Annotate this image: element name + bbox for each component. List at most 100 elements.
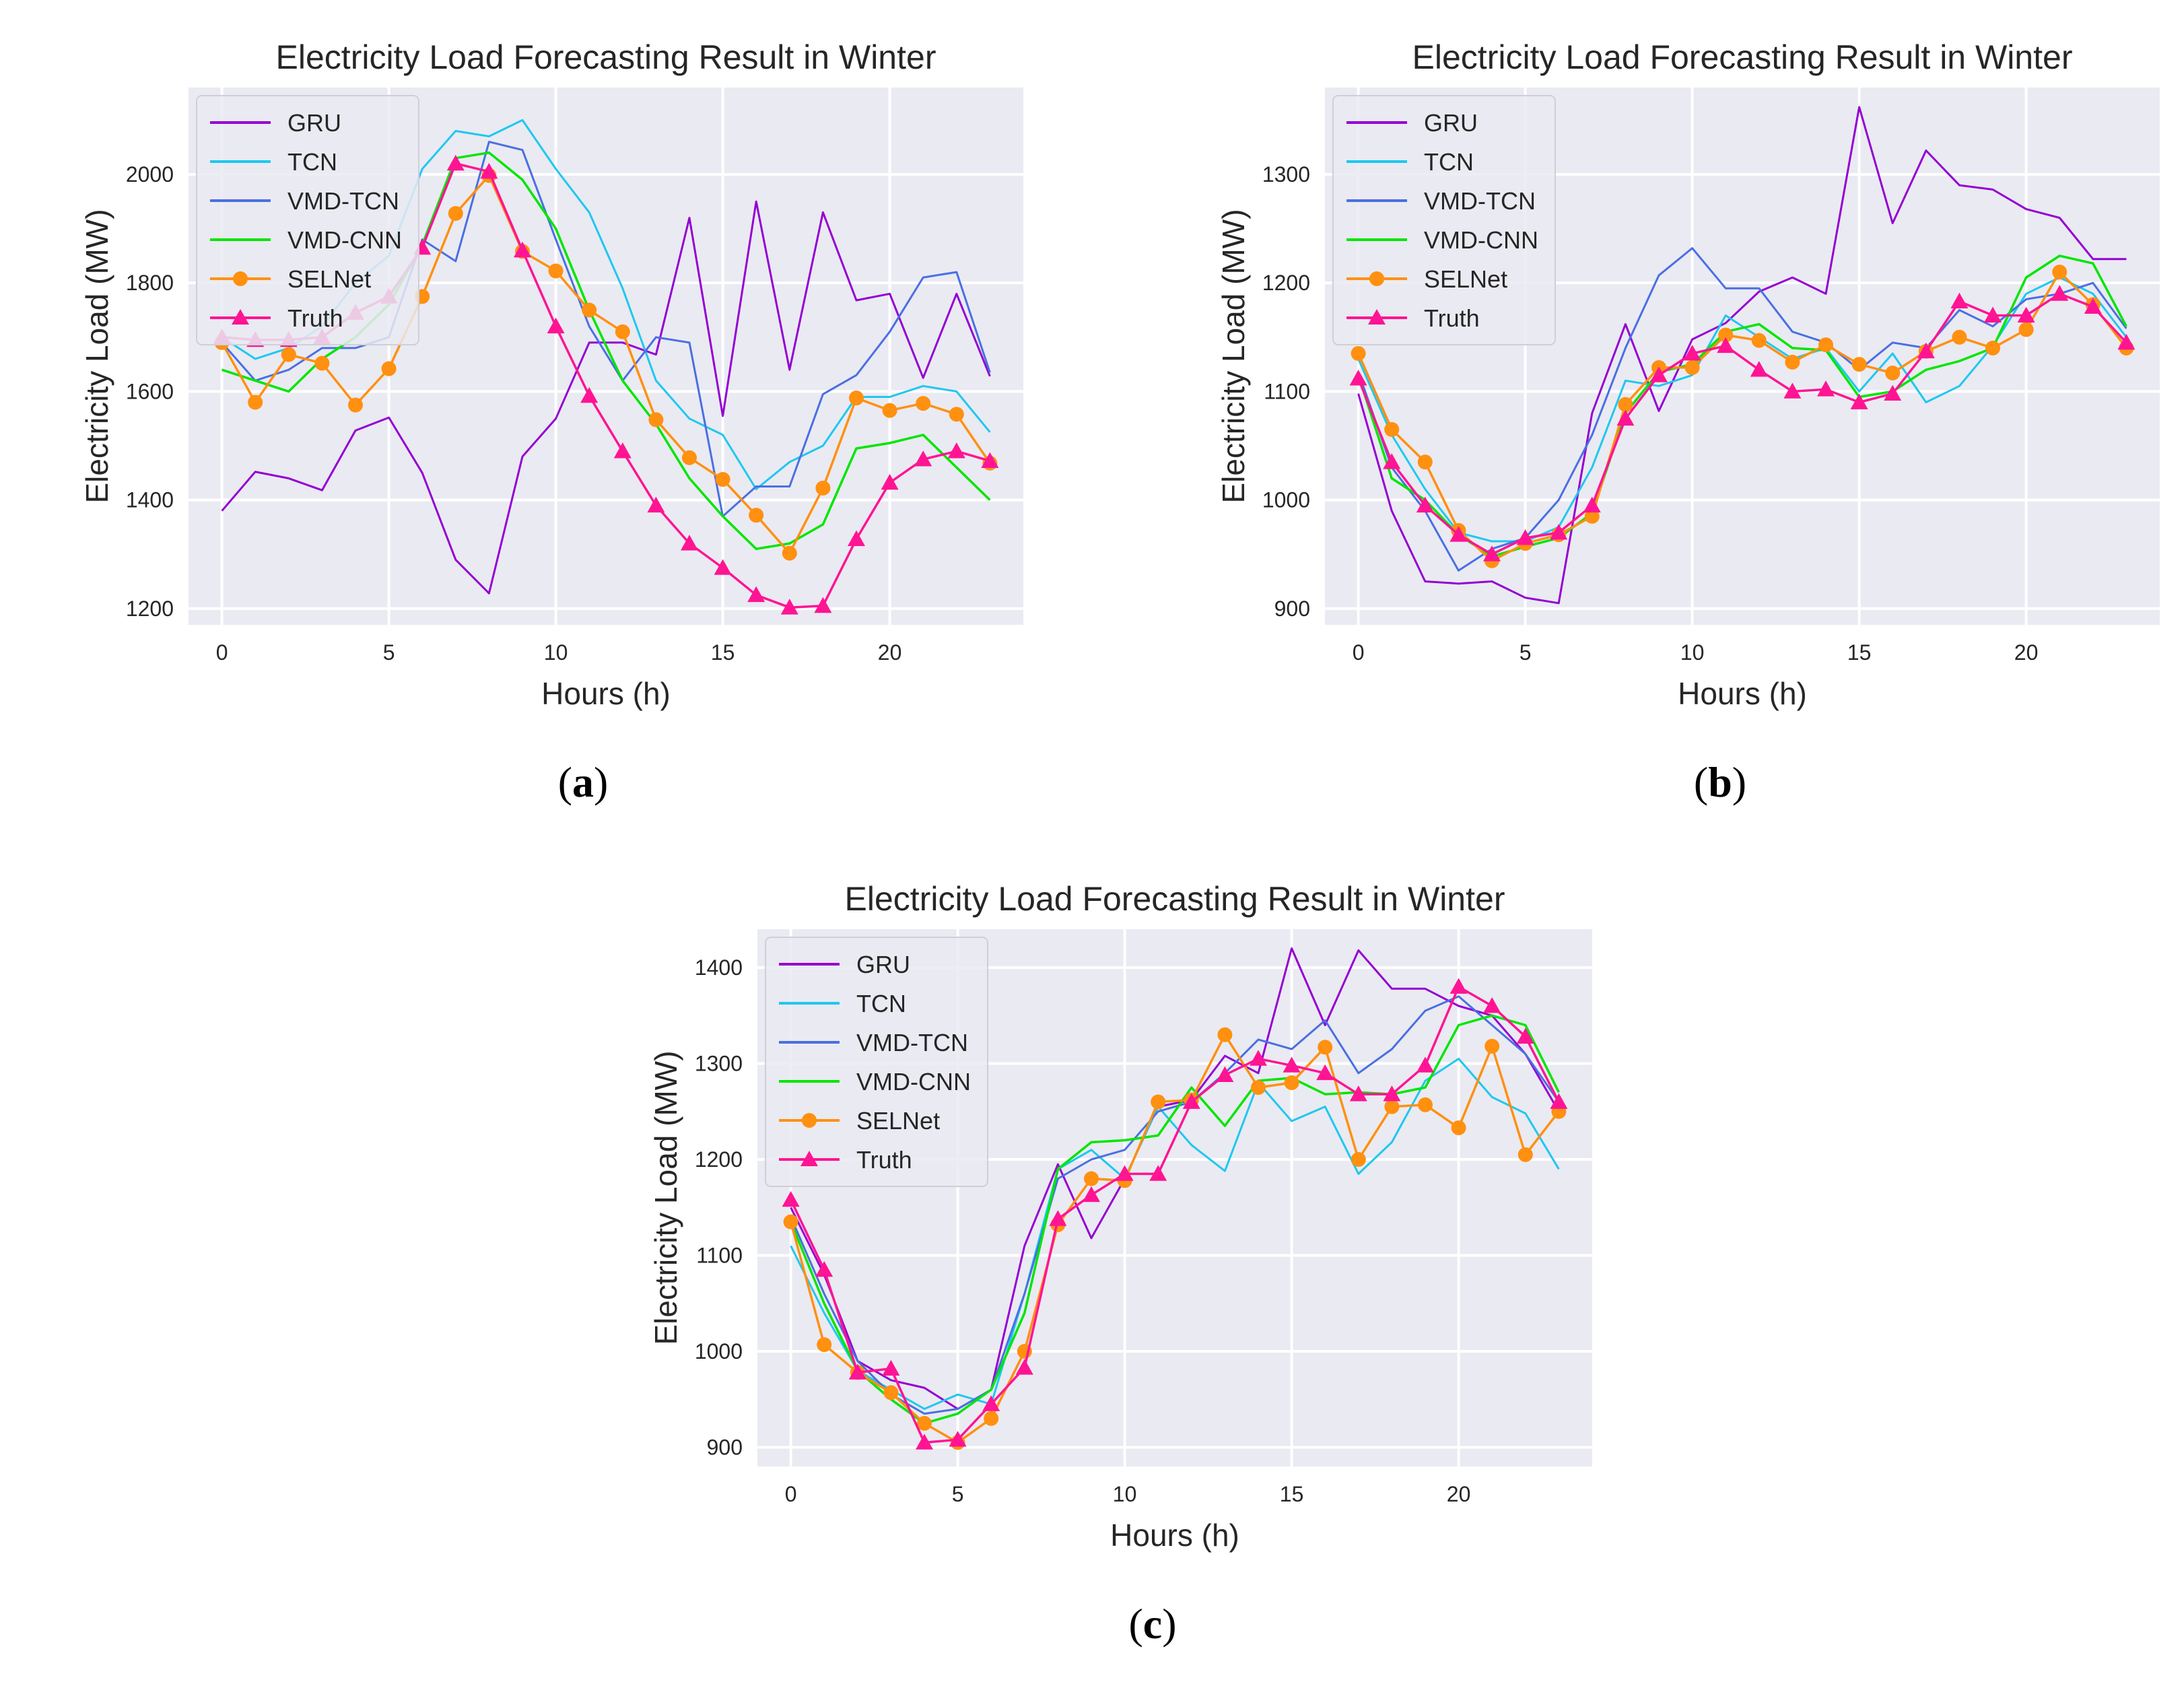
marker-truth xyxy=(1984,306,2002,323)
marker-truth xyxy=(1182,1093,1200,1109)
marker-selnet xyxy=(783,1214,798,1229)
marker-selnet xyxy=(1217,1027,1233,1042)
series-line-vmd-tcn xyxy=(790,995,1560,1415)
legend-marker xyxy=(1368,309,1386,325)
marker-truth xyxy=(1950,292,1969,308)
x-axis-label: Hours (h) xyxy=(1678,676,1807,711)
marker-selnet xyxy=(1684,360,1700,375)
y-tick-label: 1100 xyxy=(696,1244,743,1268)
y-tick-label: 1300 xyxy=(1262,162,1310,187)
legend-label-vmd-tcn: VMD-TCN xyxy=(1424,187,1536,215)
marker-truth xyxy=(1083,1186,1100,1203)
legend: GRU TCN VMD-TCN VMD-CNN SELNet Truth xyxy=(765,937,988,1187)
marker-selnet xyxy=(817,1337,832,1353)
x-tick-label: 5 xyxy=(952,1482,964,1506)
legend-label-gru: GRU xyxy=(1424,109,1478,137)
series-line-vmd-cnn xyxy=(1357,255,2127,558)
x-tick-label: 15 xyxy=(711,640,735,665)
marker-truth xyxy=(1917,342,1935,359)
marker-truth xyxy=(947,442,965,459)
x-tick-label: 0 xyxy=(1353,640,1365,665)
marker-selnet xyxy=(2052,265,2068,280)
marker-truth xyxy=(480,162,498,179)
marker-truth xyxy=(1416,496,1434,513)
series-line-truth xyxy=(1357,292,2127,555)
y-axis-label: Electricity Load (MW) xyxy=(1216,209,1251,503)
y-tick-label: 1600 xyxy=(126,379,174,403)
marker-truth xyxy=(613,442,632,459)
marker-selnet xyxy=(1485,1038,1500,1054)
legend-label-selnet: SELNet xyxy=(287,265,371,293)
marker-truth xyxy=(1216,1066,1234,1082)
chart-b: 0 5 10 15 20 900 1000 1100 1200 1300 Electricity L… xyxy=(1216,38,2160,711)
legend-label-gru: GRU xyxy=(287,109,341,137)
marker-truth xyxy=(1650,366,1668,382)
x-tick-label: 15 xyxy=(1847,640,1872,665)
marker-truth xyxy=(981,452,999,468)
marker-truth xyxy=(814,597,832,613)
marker-truth xyxy=(1550,1093,1568,1109)
marker-truth xyxy=(681,535,698,551)
marker-selnet xyxy=(849,391,864,406)
marker-truth xyxy=(1149,1165,1167,1181)
y-tick-label: 1000 xyxy=(1262,488,1310,512)
marker-selnet xyxy=(1151,1094,1166,1110)
marker-selnet xyxy=(2018,322,2034,337)
x-tick-label: 15 xyxy=(1280,1482,1304,1506)
legend-box xyxy=(1332,95,1556,345)
marker-selnet xyxy=(984,1411,999,1426)
marker-truth xyxy=(1449,978,1468,994)
caption-b: (b) xyxy=(1693,758,1747,806)
caption-a: (a) xyxy=(557,758,609,806)
marker-truth xyxy=(1015,1359,1033,1375)
marker-truth xyxy=(1516,529,1534,545)
marker-truth xyxy=(2051,285,2069,301)
marker-truth xyxy=(1349,370,1367,386)
marker-selnet xyxy=(917,1415,932,1431)
marker-selnet xyxy=(281,347,296,362)
marker-truth xyxy=(1049,1210,1067,1226)
marker-selnet xyxy=(782,545,797,561)
marker-truth xyxy=(1483,997,1501,1013)
panel-b: 0 5 10 15 20 900 1000 1100 1200 1300 Electricity L… xyxy=(1163,27,2184,741)
legend-label-selnet: SELNet xyxy=(1424,265,1507,293)
marker-truth xyxy=(647,496,665,513)
marker-truth xyxy=(1550,523,1568,540)
marker-truth xyxy=(916,1434,933,1450)
marker-truth xyxy=(1583,496,1601,513)
legend-label-vmd-cnn: VMD-CNN xyxy=(856,1068,971,1095)
marker-truth xyxy=(1783,382,1802,399)
marker-selnet xyxy=(1618,397,1633,412)
marker-selnet xyxy=(448,206,463,222)
marker-selnet xyxy=(1351,1152,1366,1167)
marker-truth xyxy=(815,1260,833,1277)
marker-selnet xyxy=(615,324,630,339)
marker-truth xyxy=(1516,1027,1534,1044)
y-tick-label: 900 xyxy=(707,1436,743,1460)
marker-truth xyxy=(949,1431,967,1447)
legend-marker xyxy=(233,271,248,286)
legend: GRU TCN VMD-TCN VMD-CNN SELNet Truth xyxy=(1332,95,1556,345)
marker-selnet xyxy=(348,397,363,413)
chart-a: 0 5 10 15 20 1200 1400 1600 1800 2000 Electricity … xyxy=(79,38,1023,711)
marker-selnet xyxy=(1517,1147,1533,1162)
marker-truth xyxy=(1683,344,1701,361)
marker-selnet xyxy=(648,412,664,428)
series-line-truth xyxy=(790,985,1560,1444)
marker-truth xyxy=(1750,361,1768,377)
x-tick-label: 10 xyxy=(1680,640,1705,665)
marker-selnet xyxy=(1751,333,1767,348)
chart-c: 0 5 10 15 20 900 1000 1100 1200 1300 1400 Electrici… xyxy=(648,880,1592,1553)
marker-selnet xyxy=(1418,1097,1433,1112)
marker-truth xyxy=(2117,333,2136,350)
marker-truth xyxy=(1250,1050,1267,1066)
marker-selnet xyxy=(1451,1120,1466,1135)
marker-truth xyxy=(882,1359,900,1376)
marker-selnet xyxy=(815,480,831,496)
x-tick-label: 5 xyxy=(1520,640,1532,665)
marker-selnet xyxy=(1851,357,1867,372)
y-tick-label: 1400 xyxy=(695,955,743,980)
marker-truth xyxy=(2084,298,2102,314)
marker-truth xyxy=(1316,1064,1334,1081)
y-tick-label: 1100 xyxy=(1264,379,1310,403)
